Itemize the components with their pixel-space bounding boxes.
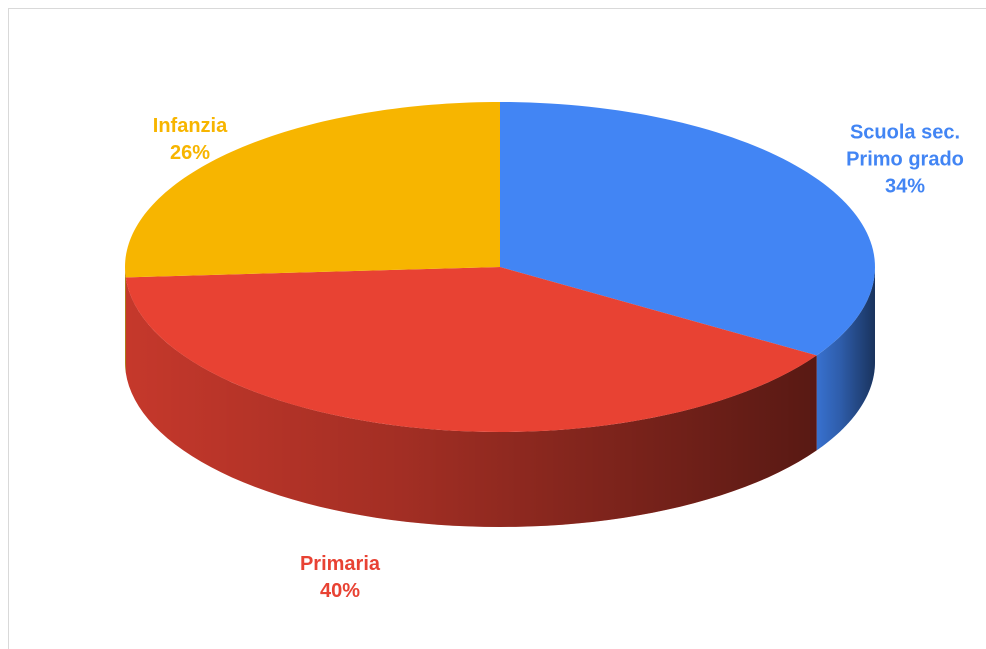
slice-side-shade <box>125 277 817 527</box>
category-label: Primaria <box>299 553 381 575</box>
category-label: Scuola sec. Primo grado <box>846 121 964 171</box>
slice-label: Scuola sec. Primo grado 34% <box>835 120 975 201</box>
value-label: 26% <box>169 142 211 164</box>
slice-side-shade <box>125 267 126 373</box>
slice <box>125 102 501 278</box>
slice <box>125 267 817 432</box>
value-label: 40% <box>319 580 361 602</box>
slice-label: Infanzia 26% <box>130 113 250 167</box>
slice-side-shade <box>816 267 875 451</box>
slice <box>500 102 875 356</box>
category-label: Infanzia <box>152 115 228 137</box>
slice-label: Primaria 40% <box>280 551 400 605</box>
chart-frame <box>8 8 986 649</box>
value-label: 34% <box>884 175 926 198</box>
